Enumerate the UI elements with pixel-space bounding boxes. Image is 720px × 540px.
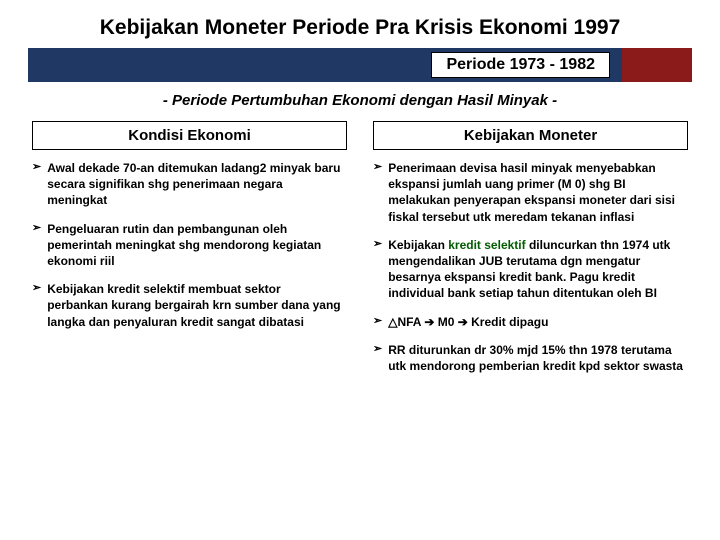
- subtitle: - Periode Pertumbuhan Ekonomi dengan Has…: [28, 92, 692, 109]
- columns-container: Kondisi Ekonomi ➢Awal dekade 70-an ditem…: [28, 121, 692, 386]
- bullet-icon: ➢: [373, 237, 382, 302]
- list-item: ➢Pengeluaran rutin dan pembangunan oleh …: [32, 221, 347, 270]
- list-item: ➢Kebijakan kredit selektif diluncurkan t…: [373, 237, 688, 302]
- left-column: Kondisi Ekonomi ➢Awal dekade 70-an ditem…: [32, 121, 347, 386]
- title-band: Periode 1973 - 1982: [28, 48, 692, 82]
- list-item-text: Awal dekade 70-an ditemukan ladang2 miny…: [47, 160, 343, 209]
- left-list: ➢Awal dekade 70-an ditemukan ladang2 min…: [32, 160, 347, 330]
- list-item-text: Pengeluaran rutin dan pembangunan oleh p…: [47, 221, 343, 270]
- right-column: Kebijakan Moneter ➢Penerimaan devisa has…: [373, 121, 688, 386]
- list-item: ➢ △NFA ➔ M0 ➔ Kredit dipagu: [373, 314, 688, 330]
- bullet-icon: ➢: [373, 160, 382, 225]
- list-item-text: Kebijakan kredit selektif diluncurkan th…: [388, 237, 684, 302]
- bullet-icon: ➢: [373, 342, 382, 374]
- band-blue: Periode 1973 - 1982: [28, 48, 622, 82]
- highlight-text: kredit selektif: [448, 238, 525, 252]
- list-item-text: Kebijakan kredit selektif membuat sektor…: [47, 281, 343, 330]
- band-red: [622, 48, 692, 82]
- list-item: ➢RR diturunkan dr 30% mjd 15% thn 1978 t…: [373, 342, 688, 374]
- list-item: ➢Penerimaan devisa hasil minyak menyebab…: [373, 160, 688, 225]
- right-list: ➢Penerimaan devisa hasil minyak menyebab…: [373, 160, 688, 374]
- right-header: Kebijakan Moneter: [373, 121, 688, 150]
- page-title: Kebijakan Moneter Periode Pra Krisis Eko…: [28, 16, 692, 40]
- list-item-text: RR diturunkan dr 30% mjd 15% thn 1978 te…: [388, 342, 684, 374]
- left-header: Kondisi Ekonomi: [32, 121, 347, 150]
- list-item-text: △NFA ➔ M0 ➔ Kredit dipagu: [388, 314, 684, 330]
- bullet-icon: ➢: [373, 314, 382, 330]
- bullet-icon: ➢: [32, 221, 41, 270]
- slide-root: Kebijakan Moneter Periode Pra Krisis Eko…: [0, 0, 720, 540]
- bullet-icon: ➢: [32, 160, 41, 209]
- period-box: Periode 1973 - 1982: [431, 52, 610, 78]
- list-item-text: Penerimaan devisa hasil minyak menyebabk…: [388, 160, 684, 225]
- list-item: ➢Kebijakan kredit selektif membuat sekto…: [32, 281, 347, 330]
- list-item: ➢Awal dekade 70-an ditemukan ladang2 min…: [32, 160, 347, 209]
- bullet-icon: ➢: [32, 281, 41, 330]
